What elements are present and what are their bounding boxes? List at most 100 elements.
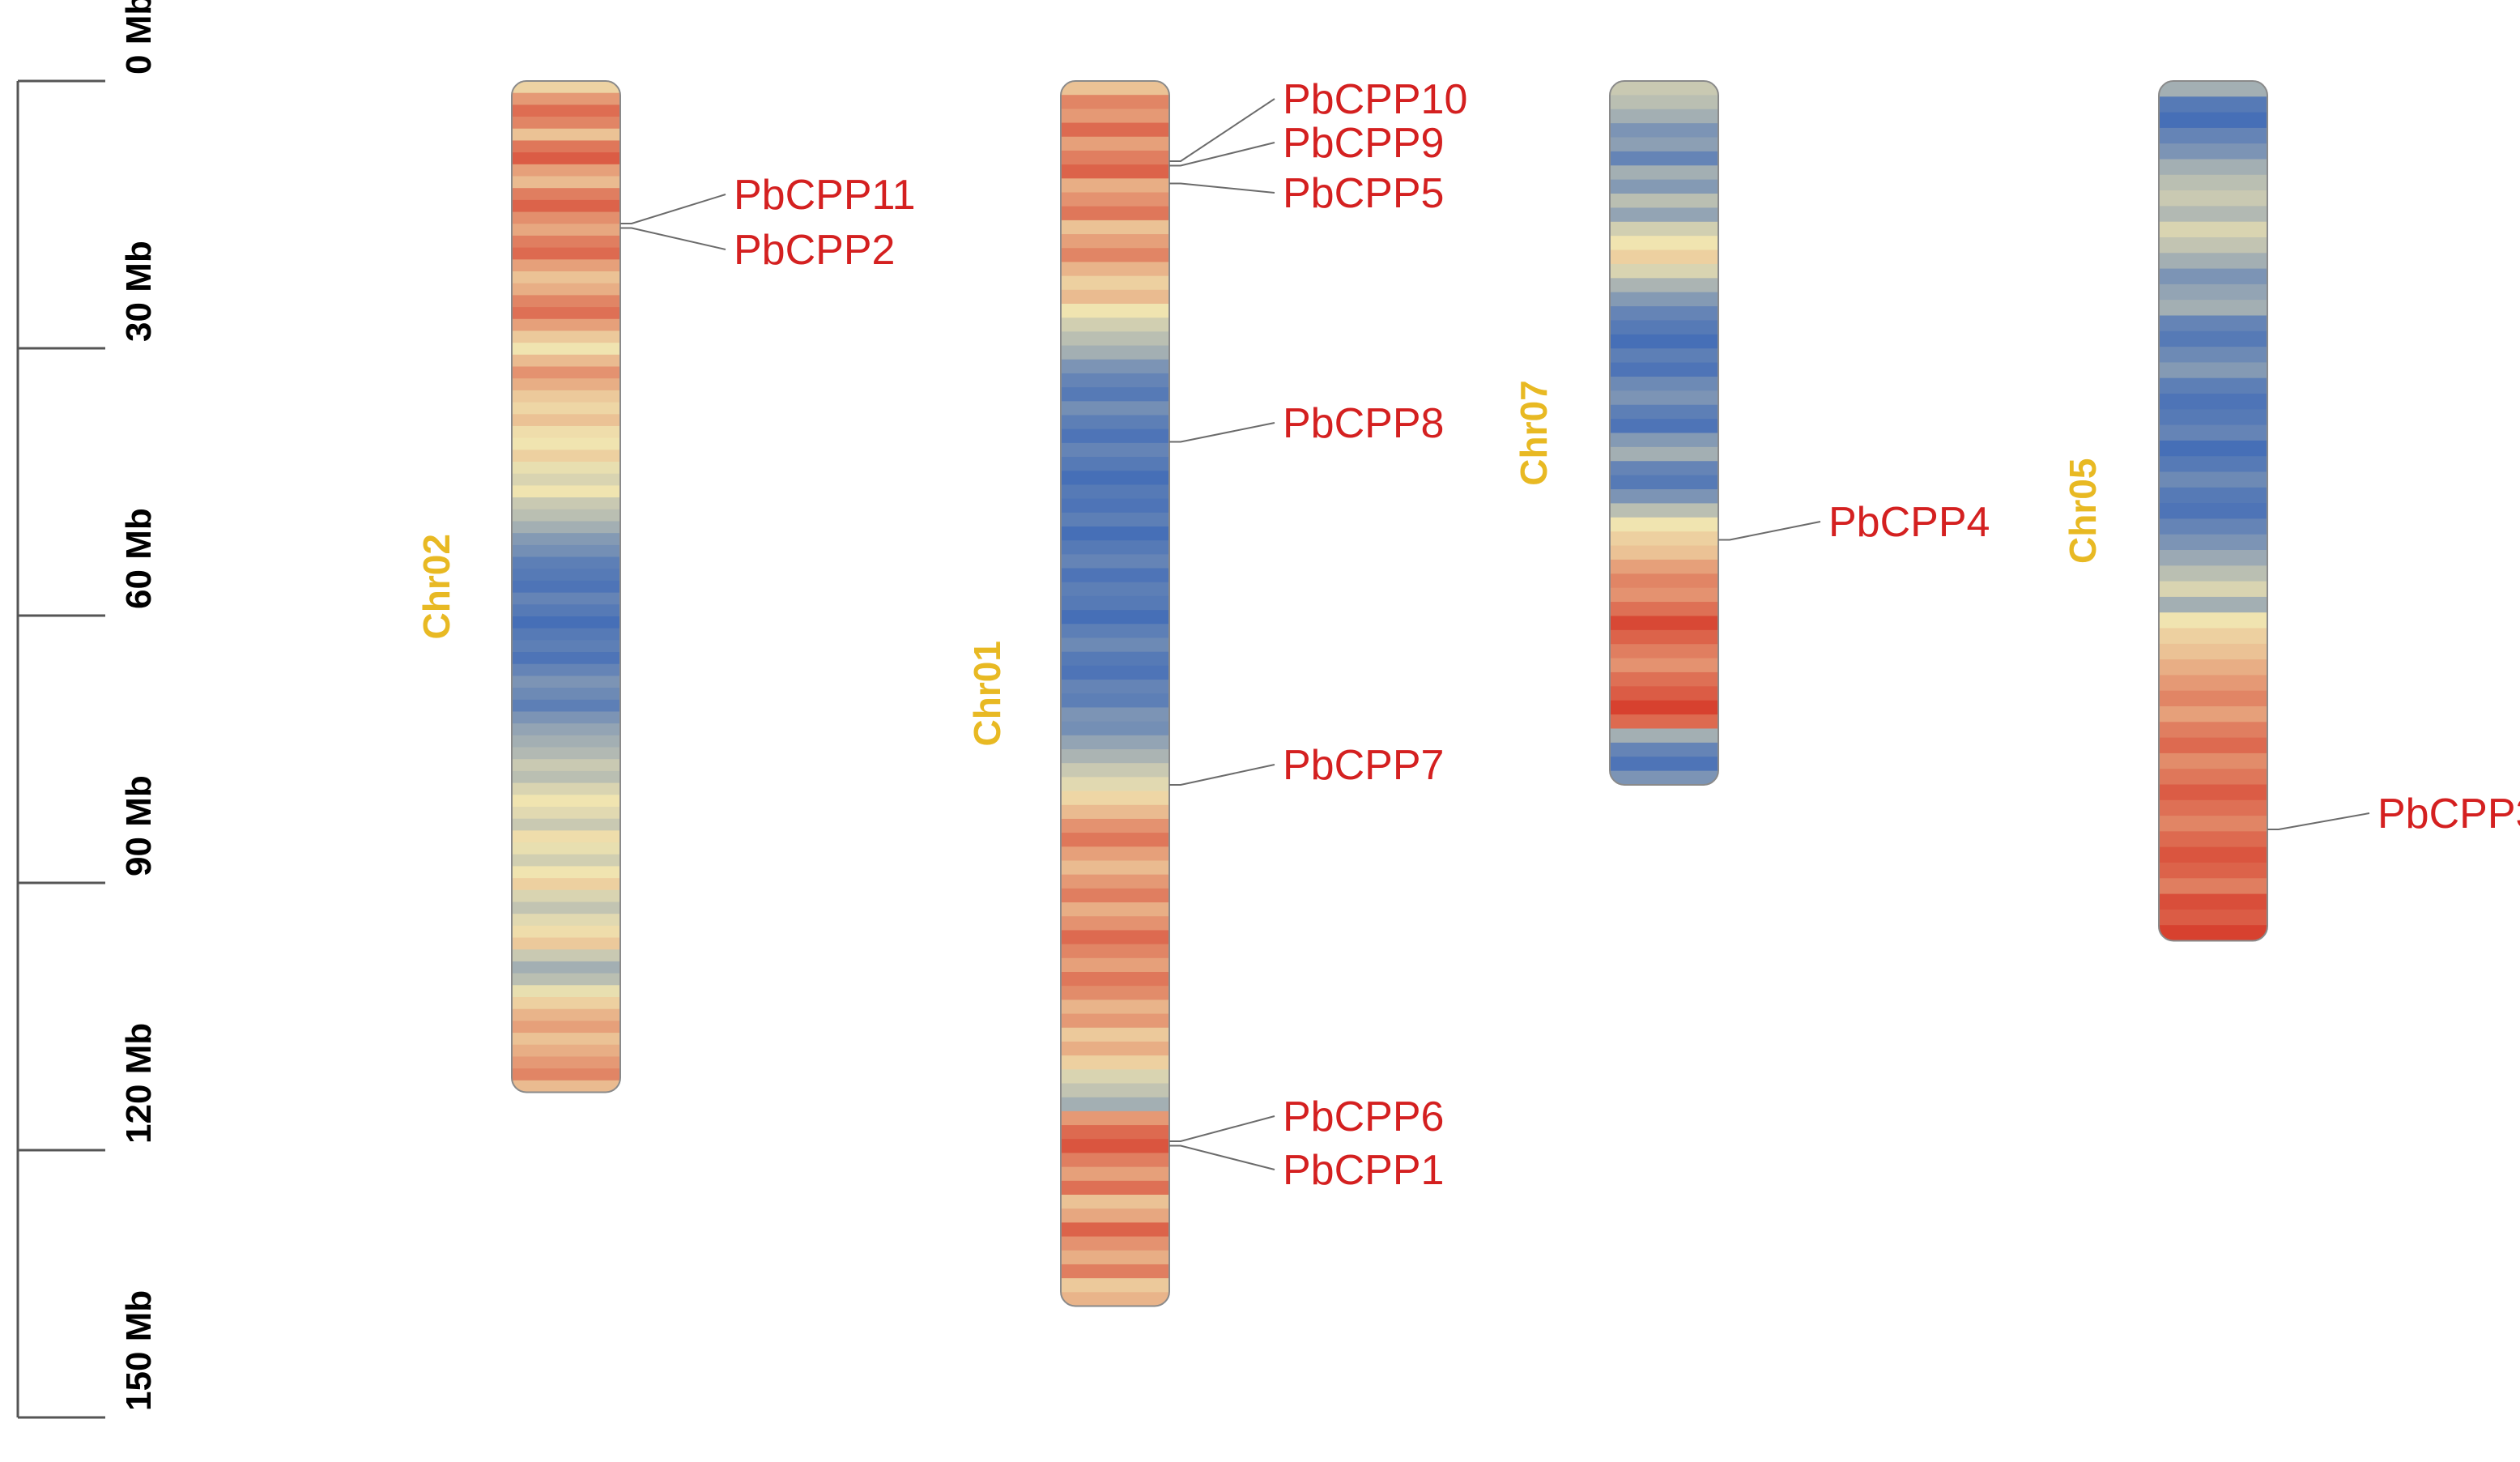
density-band — [512, 652, 620, 665]
gene-leader-line — [1169, 1115, 1275, 1142]
density-band — [2159, 846, 2267, 863]
density-band — [1061, 498, 1169, 514]
gene-marker-pbcpp6: PbCPP6 — [1169, 1093, 1444, 1142]
density-band — [1061, 122, 1169, 138]
chromosome-label: Chr02 — [415, 534, 458, 639]
gene-marker-pbcpp10: PbCPP10 — [1169, 76, 1467, 162]
density-band — [512, 343, 620, 356]
density-band — [1061, 902, 1169, 918]
density-band — [1061, 637, 1169, 653]
density-band — [512, 211, 620, 225]
gene-leader-line — [1169, 142, 1275, 167]
density-band — [1610, 629, 1718, 645]
density-band — [1610, 770, 1718, 785]
density-band — [1610, 446, 1718, 462]
density-band — [512, 770, 620, 784]
density-band — [2159, 471, 2267, 488]
density-band — [1061, 818, 1169, 833]
density-band — [2159, 643, 2267, 660]
density-band — [512, 425, 620, 439]
density-band — [2159, 96, 2267, 113]
gene-leader-line — [1169, 422, 1275, 443]
density-band — [2159, 581, 2267, 598]
density-band — [1061, 624, 1169, 639]
density-band — [2159, 659, 2267, 676]
density-band — [512, 663, 620, 677]
density-band — [1061, 791, 1169, 806]
density-band — [512, 497, 620, 510]
density-band — [512, 283, 620, 296]
density-band — [1610, 616, 1718, 631]
density-band — [512, 330, 620, 343]
density-band — [512, 462, 620, 475]
density-band — [2159, 628, 2267, 645]
scale-tick-label: 30 Mb — [119, 241, 159, 342]
scale-bar: 0 Mb 30 Mb 60 Mb 90 Mb 120 Mb 150 Mb — [16, 0, 159, 1419]
gene-leader-line — [1169, 182, 1275, 194]
gene-label: PbCPP1 — [1283, 1147, 1444, 1194]
gene-label: PbCPP4 — [1828, 499, 1990, 546]
density-band — [2159, 300, 2267, 317]
density-bands — [1610, 81, 1718, 785]
density-band — [1061, 1166, 1169, 1182]
density-band — [1061, 164, 1169, 180]
gene-marker-pbcpp2: PbCPP2 — [620, 227, 895, 274]
density-band — [1061, 749, 1169, 764]
density-band — [1061, 735, 1169, 750]
density-band — [1610, 109, 1718, 124]
density-band — [2159, 690, 2267, 707]
density-band — [512, 295, 620, 308]
density-band — [1610, 517, 1718, 532]
density-bands — [1061, 81, 1169, 1306]
density-band — [512, 1044, 620, 1058]
density-band — [512, 259, 620, 272]
density-band — [1610, 714, 1718, 730]
density-band — [512, 224, 620, 237]
density-band — [512, 628, 620, 641]
density-band — [2159, 283, 2267, 300]
density-band — [2159, 362, 2267, 379]
density-band — [1061, 150, 1169, 165]
chromosome-chr02: Chr02 PbCPP11 PbCPP2 — [415, 80, 916, 1093]
density-band — [1061, 554, 1169, 569]
density-band — [2159, 347, 2267, 364]
density-band — [1061, 804, 1169, 820]
chromosomes: Chr02PbCPP11PbCPP2Chr01PbCPP10PbCPP9PbCP… — [415, 76, 2520, 1307]
density-band — [1061, 957, 1169, 973]
density-band — [1610, 194, 1718, 209]
density-band — [2159, 799, 2267, 816]
density-band — [1610, 686, 1718, 701]
density-band — [512, 104, 620, 117]
density-band — [512, 1080, 620, 1093]
density-band — [2159, 534, 2267, 551]
density-band — [1610, 306, 1718, 322]
density-band — [1061, 610, 1169, 625]
density-band — [1061, 568, 1169, 583]
density-band — [1061, 1278, 1169, 1294]
density-band — [2159, 737, 2267, 754]
density-band — [1061, 1180, 1169, 1196]
density-band — [2159, 550, 2267, 567]
density-band — [1061, 1236, 1169, 1251]
density-band — [2159, 440, 2267, 457]
density-band — [1061, 1139, 1169, 1154]
density-band — [1610, 700, 1718, 715]
density-band — [1061, 582, 1169, 597]
density-band — [1061, 1264, 1169, 1279]
density-band — [1061, 860, 1169, 876]
density-band — [2159, 315, 2267, 332]
density-band — [1610, 292, 1718, 307]
gene-leader-line — [1169, 98, 1275, 162]
density-band — [1610, 165, 1718, 181]
gene-marker-pbcpp7: PbCPP7 — [1169, 742, 1444, 789]
density-band — [1061, 95, 1169, 110]
density-band — [1061, 721, 1169, 736]
density-band — [512, 961, 620, 974]
density-band — [512, 92, 620, 106]
density-band — [1610, 151, 1718, 167]
density-band — [2159, 503, 2267, 520]
gene-label: PbCPP10 — [1283, 76, 1467, 123]
density-band — [1061, 540, 1169, 556]
density-band — [1061, 318, 1169, 333]
